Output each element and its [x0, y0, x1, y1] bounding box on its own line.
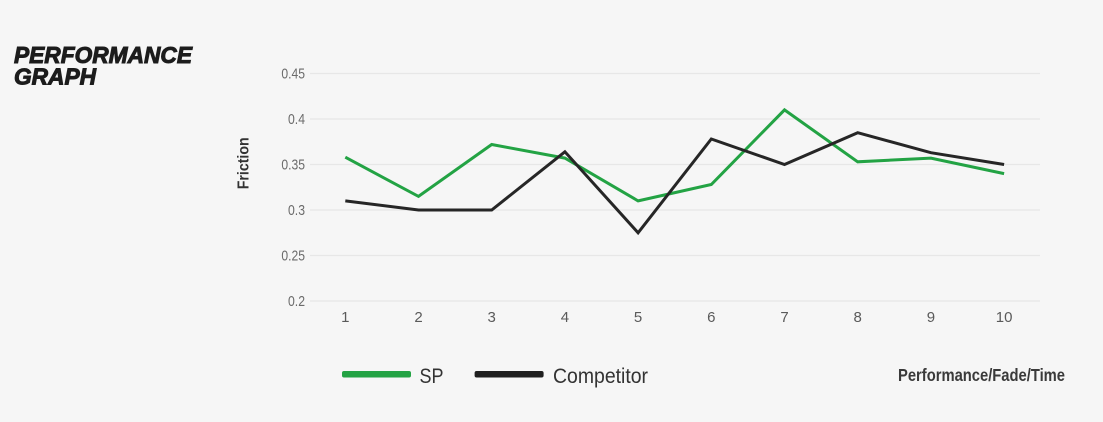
- svg-text:Competitor: Competitor: [553, 365, 648, 388]
- svg-text:Performance/Fade/Time: Performance/Fade/Time: [898, 365, 1065, 385]
- svg-text:10: 10: [996, 309, 1013, 326]
- svg-text:0.25: 0.25: [281, 248, 305, 265]
- svg-text:2: 2: [414, 309, 422, 326]
- svg-text:0.45: 0.45: [281, 66, 305, 83]
- svg-text:9: 9: [927, 309, 935, 326]
- svg-text:GRAPH: GRAPH: [14, 64, 96, 90]
- svg-text:8: 8: [854, 309, 862, 326]
- svg-text:Friction: Friction: [236, 137, 253, 189]
- svg-text:1: 1: [341, 309, 349, 326]
- svg-text:0.35: 0.35: [281, 157, 305, 174]
- svg-text:0.4: 0.4: [288, 111, 305, 128]
- svg-text:3: 3: [488, 309, 496, 326]
- svg-text:4: 4: [561, 309, 569, 326]
- svg-text:0.2: 0.2: [288, 293, 305, 310]
- svg-text:PERFORMANCE: PERFORMANCE: [14, 42, 193, 68]
- svg-text:SP: SP: [420, 365, 444, 388]
- svg-text:6: 6: [707, 309, 715, 326]
- svg-text:7: 7: [780, 309, 788, 326]
- svg-text:0.3: 0.3: [288, 202, 305, 219]
- svg-text:5: 5: [634, 309, 642, 326]
